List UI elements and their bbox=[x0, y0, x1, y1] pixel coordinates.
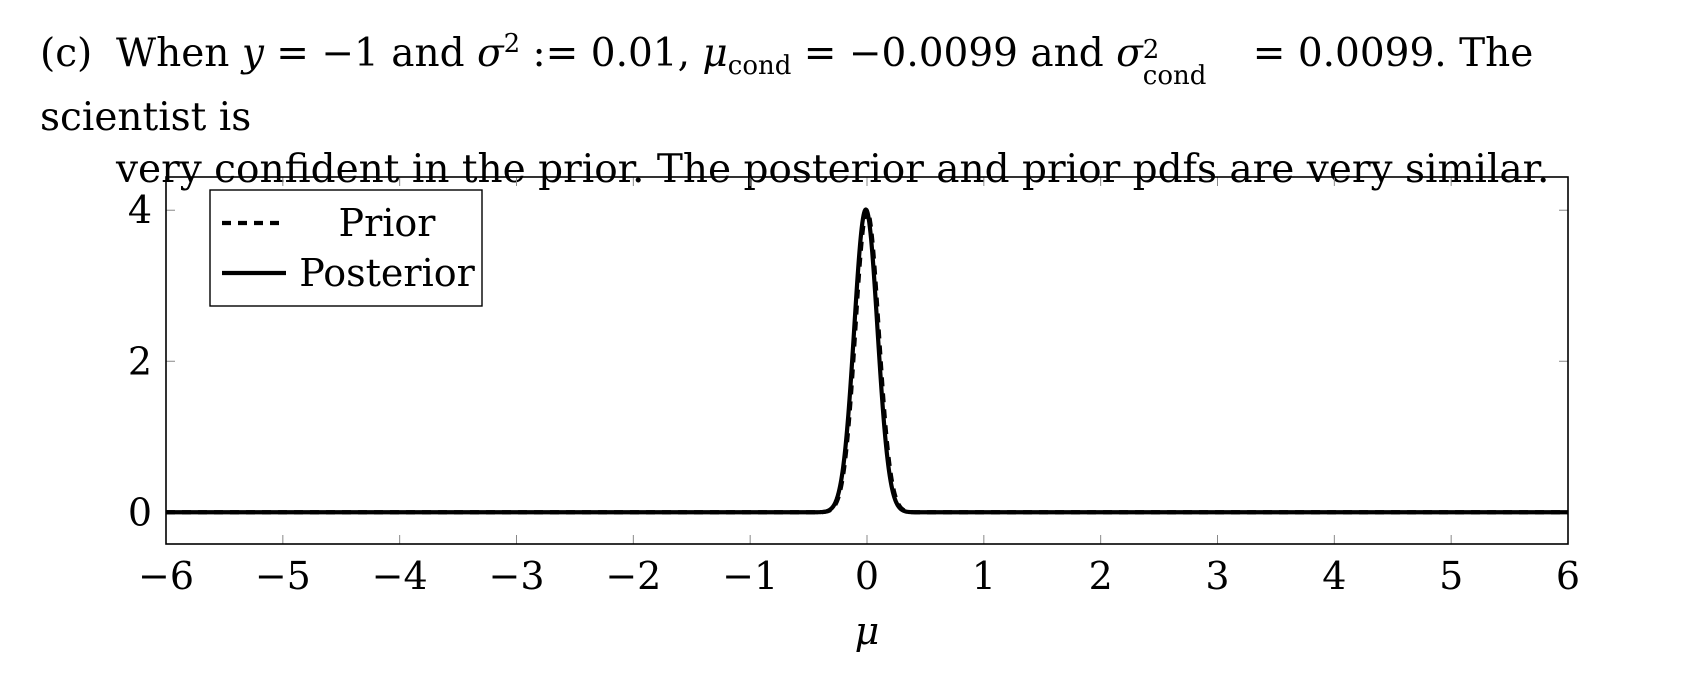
caption-line-1: (c) When y = −1 and σ2 := 0.01, μcond = −… bbox=[40, 18, 1680, 144]
axis-tick-labels: −6 −5 −4 −3 −2 −1 0 1 2 3 4 5 6 0 2 4 bbox=[128, 188, 1580, 598]
legend: Prior Posterior bbox=[209, 189, 483, 307]
legend-label-prior: Prior bbox=[339, 201, 437, 245]
caption-text: := 0.01, bbox=[532, 31, 690, 76]
caption-symbol-sigma: σ bbox=[476, 31, 504, 76]
y-tick-label: 4 bbox=[128, 188, 152, 232]
caption-symbol-y: y bbox=[241, 31, 264, 76]
plot-frame bbox=[165, 176, 1569, 545]
x-tick-label: −6 bbox=[138, 554, 194, 598]
caption-superscript: 2 bbox=[503, 29, 521, 59]
series-curves bbox=[164, 207, 1570, 515]
caption-text: = −0.0099 and bbox=[803, 31, 1104, 76]
figure-caption: (c) When y = −1 and σ2 := 0.01, μcond = −… bbox=[40, 18, 1680, 196]
series-posterior-line bbox=[164, 207, 1570, 515]
caption-symbol-sigma: σ bbox=[1116, 31, 1143, 76]
caption-superscript: 2 bbox=[1142, 35, 1160, 65]
x-tick-label: 5 bbox=[1439, 554, 1463, 598]
x-tick-label: −2 bbox=[605, 554, 661, 598]
caption-label: (c) bbox=[40, 31, 93, 76]
x-tick-label: 1 bbox=[972, 554, 996, 598]
y-tick-label: 2 bbox=[128, 339, 152, 383]
x-tick-label: 0 bbox=[855, 554, 879, 598]
caption-supsub: 2 cond bbox=[1143, 35, 1253, 91]
x-axis-label: μ bbox=[855, 609, 880, 653]
x-tick-label: 6 bbox=[1556, 554, 1580, 598]
caption-subscript: cond bbox=[727, 51, 792, 81]
x-tick-label: −4 bbox=[372, 554, 428, 598]
caption-subscript: cond bbox=[1142, 61, 1207, 91]
x-tick-label: 3 bbox=[1205, 554, 1229, 598]
legend-label-posterior: Posterior bbox=[299, 251, 475, 295]
caption-symbol-mu: μ bbox=[702, 31, 728, 76]
caption-line-2: very confident in the prior. The posteri… bbox=[116, 147, 1550, 192]
x-tick-label: −3 bbox=[488, 554, 544, 598]
caption-text: = −1 and bbox=[276, 31, 465, 76]
y-tick-label: 0 bbox=[128, 490, 152, 534]
x-tick-label: −1 bbox=[722, 554, 778, 598]
x-tick-label: −5 bbox=[255, 554, 311, 598]
x-tick-label: 4 bbox=[1322, 554, 1346, 598]
x-tick-label: 2 bbox=[1089, 554, 1113, 598]
caption-text: = 0.0099. The scientist is bbox=[40, 31, 1534, 140]
caption-text: When bbox=[116, 31, 230, 76]
legend-box bbox=[209, 189, 483, 307]
